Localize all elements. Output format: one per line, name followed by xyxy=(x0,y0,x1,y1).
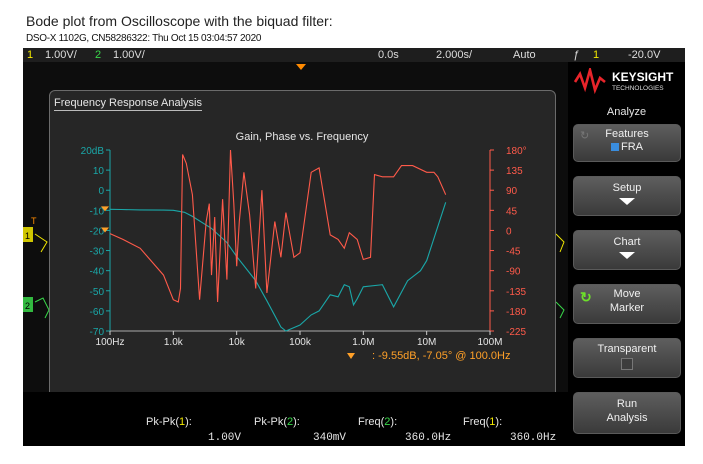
brand-name: KEYSIGHT xyxy=(612,70,674,84)
gain-marker-icon xyxy=(101,206,109,212)
ch2-ground-marker-icon xyxy=(23,297,33,312)
right-tick-label: -45 xyxy=(506,247,521,258)
left-tick-label: -10 xyxy=(90,206,105,217)
chart-label: Chart xyxy=(613,236,641,248)
marker-readout: : -9.55dB, -7.05° @ 100.0Hz xyxy=(372,350,510,362)
left-tick-label: 0 xyxy=(98,186,104,197)
x-tick-label: 10k xyxy=(229,337,246,348)
page-caption: Bode plot from Oscilloscope with the biq… xyxy=(26,13,333,29)
measurement-value: 360.0Hz xyxy=(405,432,452,444)
setup-arrow-icon xyxy=(619,198,635,205)
fra-selected-icon xyxy=(611,143,619,152)
setup-label: Setup xyxy=(612,182,642,194)
left-tick-label: 20dB xyxy=(81,146,105,157)
move-marker-label: Move xyxy=(613,288,641,300)
right-tick-label: -135 xyxy=(506,287,526,298)
softkey-menu: KEYSIGHT TECHNOLOGIES Analyze ↻ Features… xyxy=(568,62,685,446)
chart-title: Gain, Phase vs. Frequency xyxy=(236,131,369,143)
time-scale[interactable]: 2.000s/ xyxy=(436,49,473,61)
ch1-ground-marker-icon xyxy=(23,227,33,242)
measurement-label[interactable]: Freq(2): xyxy=(358,416,398,428)
transparent-label: Transparent xyxy=(597,343,657,355)
x-tick-label: 100Hz xyxy=(96,337,125,348)
ch1-number[interactable]: 1 xyxy=(27,49,34,61)
run-label-2: Analysis xyxy=(606,412,648,424)
status-bar: 1 1.00V/ 2 1.00V/ 0.0s 2.000s/ Auto ƒ 1 … xyxy=(23,48,685,62)
bode-plot: Gain, Phase vs. Frequency 20dB 10 0 -10 -20 -… xyxy=(81,131,527,362)
time-offset[interactable]: 0.0s xyxy=(378,49,399,61)
scope-id-line: DSO-X 1102G, CN58286322: Thu Oct 15 03:0… xyxy=(26,33,262,44)
fra-window[interactable]: Frequency Response Analysis Gain, Phase … xyxy=(49,90,556,399)
left-tick-label: -60 xyxy=(90,307,105,318)
left-tick-label: 10 xyxy=(93,166,105,177)
right-tick-label: 90 xyxy=(506,186,518,197)
measurement-label[interactable]: Freq(1): xyxy=(463,416,503,428)
gain-marker-icon xyxy=(101,227,109,233)
run-analysis-softkey[interactable]: Run Analysis xyxy=(573,392,681,434)
measurement-value: 360.0Hz xyxy=(510,432,557,444)
waveform-grid: 1 2 T xyxy=(23,64,565,319)
fra-window-title: Frequency Response Analysis xyxy=(54,97,202,111)
right-tick-label: 45 xyxy=(506,206,518,217)
ch1-trace-stub-right xyxy=(555,233,565,253)
ch2-trace-stub xyxy=(34,297,50,319)
features-value: FRA xyxy=(574,141,680,153)
trigger-edge-icon: ƒ xyxy=(573,49,580,61)
x-tick-label: 10M xyxy=(417,337,436,348)
measurement-value: 1.00V xyxy=(208,432,242,444)
right-tick-label: 135 xyxy=(506,166,523,177)
right-tick-label: 0 xyxy=(506,226,512,237)
left-tick-label: -40 xyxy=(90,267,105,278)
phase-series-line xyxy=(109,149,447,303)
setup-softkey[interactable]: Setup xyxy=(573,176,681,216)
left-tick-label: -20 xyxy=(90,226,105,237)
ch1-scale[interactable]: 1.00V/ xyxy=(45,49,77,61)
features-softkey[interactable]: ↻ Features FRA xyxy=(573,124,681,162)
marker-readout-icon xyxy=(347,353,355,359)
left-tick-label: -70 xyxy=(90,327,105,338)
measurement-bar: Pk-Pk(1): 1.00V Pk-Pk(2): 340mV Freq(2):… xyxy=(23,392,568,446)
measurement-value: 340mV xyxy=(313,432,347,444)
waveform-area: 1 2 T Frequency Response Analysis Gain, … xyxy=(23,62,568,399)
oscilloscope-screen: 1 1.00V/ 2 1.00V/ 0.0s 2.000s/ Auto ƒ 1 … xyxy=(23,48,685,446)
keysight-logo: KEYSIGHT TECHNOLOGIES xyxy=(573,68,674,94)
x-tick-label: 100k xyxy=(289,337,312,348)
ch2-scale[interactable]: 1.00V/ xyxy=(113,49,145,61)
left-tick-label: -30 xyxy=(90,247,105,258)
features-label: Features xyxy=(605,128,649,140)
transparent-softkey[interactable]: Transparent xyxy=(573,338,681,378)
measurement-label[interactable]: Pk-Pk(2): xyxy=(254,416,300,428)
trigger-channel[interactable]: 1 xyxy=(593,49,600,61)
chart-softkey[interactable]: Chart xyxy=(573,230,681,270)
trigger-level[interactable]: -20.0V xyxy=(628,49,661,61)
trigger-level-label: T xyxy=(31,216,37,226)
menu-title: Analyze xyxy=(606,106,647,118)
move-marker-label-2: Marker xyxy=(609,302,645,314)
x-tick-label: 100M xyxy=(477,337,502,348)
rotate-knob-icon: ↻ xyxy=(580,130,590,142)
move-marker-softkey[interactable]: ↻ Move Marker xyxy=(573,284,681,324)
chart-arrow-icon xyxy=(619,252,635,259)
x-tick-label: 1.0M xyxy=(352,337,374,348)
right-tick-label: 180° xyxy=(506,146,527,157)
left-tick-label: -50 xyxy=(90,287,105,298)
measurement-label[interactable]: Pk-Pk(1): xyxy=(146,416,192,428)
time-reference-icon xyxy=(296,64,306,70)
ch2-ground-label: 2 xyxy=(25,301,30,311)
run-label: Run xyxy=(616,398,638,410)
transparent-checkbox[interactable] xyxy=(621,358,633,370)
keysight-wave-icon xyxy=(573,68,606,94)
brand-subtitle: TECHNOLOGIES xyxy=(612,85,664,92)
rotate-knob-active-icon: ↻ xyxy=(580,289,592,305)
right-tick-label: -90 xyxy=(506,267,521,278)
right-tick-label: -225 xyxy=(506,327,526,338)
trigger-mode[interactable]: Auto xyxy=(513,49,536,61)
gain-series-line xyxy=(109,202,447,332)
ch1-ground-label: 1 xyxy=(25,231,30,241)
ch2-trace-stub-right xyxy=(555,301,565,319)
right-tick-label: -180 xyxy=(506,307,526,318)
ch1-trace-stub xyxy=(34,233,48,253)
ch2-number[interactable]: 2 xyxy=(95,49,102,61)
x-tick-label: 1.0k xyxy=(164,337,184,348)
